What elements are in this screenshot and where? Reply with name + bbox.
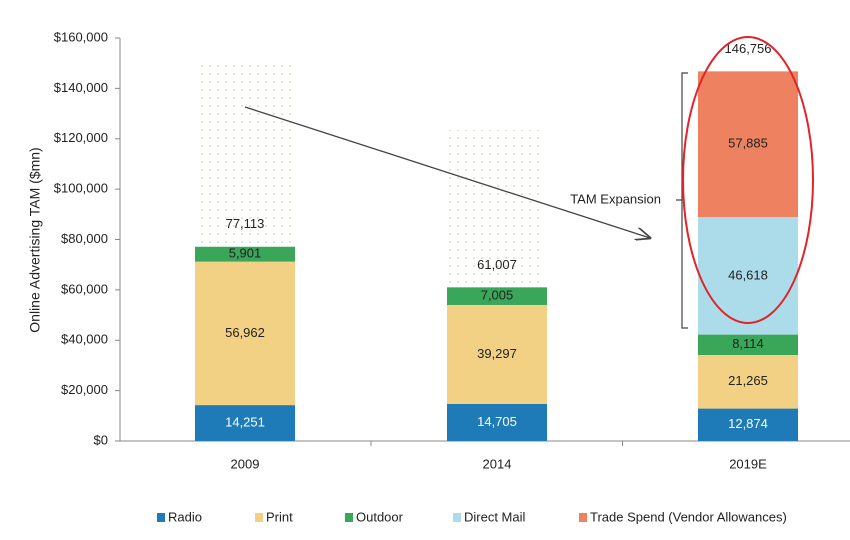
value-label: 21,265 [728,373,768,388]
value-label: 14,251 [225,414,265,429]
bar-segment [698,217,798,335]
y-tick-label: $140,000 [54,80,108,95]
legend-label: Radio [168,509,202,524]
total-label: 146,756 [725,41,772,56]
legend-label: Direct Mail [464,509,526,524]
value-label: 12,874 [728,416,768,431]
value-label: 56,962 [225,325,265,340]
dot-area [197,60,293,250]
legend-swatch [579,513,587,522]
bar-segment [698,334,798,356]
y-axis-label: Online Advertising TAM ($mn) [27,147,43,332]
y-tick-label: $0 [94,432,108,447]
plot: $0 $20,000 $40,000 $60,000 $80,000 $100,000 $1… [54,29,850,471]
background-dots [197,60,545,290]
legend-label: Outdoor [356,509,404,524]
bar-segment [447,287,547,305]
bar-segment [447,403,547,441]
value-label: 7,005 [481,288,514,303]
annotation: TAM Expansion [570,191,661,206]
bar-segment [698,71,798,218]
bar-segment [447,304,547,404]
bar-segment [195,261,295,406]
y-tick-label: $120,000 [54,130,108,145]
legend-label: Print [266,509,293,524]
value-label: 8,114 [732,336,764,351]
arrow [244,106,650,238]
y-tick-label: $100,000 [54,181,108,196]
value-label: 5,901 [229,246,262,261]
y-tick-label: $80,000 [61,231,108,246]
x-tick-label: 2009 [231,456,260,471]
y-tick-label: $40,000 [61,332,108,347]
x-tick-label: 2014 [483,456,512,471]
value-label: 39,297 [477,346,517,361]
bar-segment [698,355,798,409]
y-tick-label: $20,000 [61,382,108,397]
dot-area [449,130,545,290]
total-label: 61,007 [477,257,517,272]
value-label: 46,618 [728,267,768,282]
value-label: 14,705 [477,414,517,429]
highlight-ellipse [682,36,814,324]
legend-swatch [345,513,353,522]
x-tick-label: 2019E [729,456,767,471]
bracket [676,72,688,329]
legend-swatch [453,513,461,522]
y-tick-label: $60,000 [61,281,108,296]
value-label: 57,885 [728,136,768,151]
bar-segment [698,408,798,441]
legend-label: Trade Spend (Vendor Allowances) [590,509,787,524]
bar-segment [195,246,295,262]
bar-segment [195,405,295,441]
legend-swatch [157,513,165,522]
legend-swatch [255,513,263,522]
y-tick-label: $160,000 [54,29,108,44]
total-label: 77,113 [226,216,265,231]
